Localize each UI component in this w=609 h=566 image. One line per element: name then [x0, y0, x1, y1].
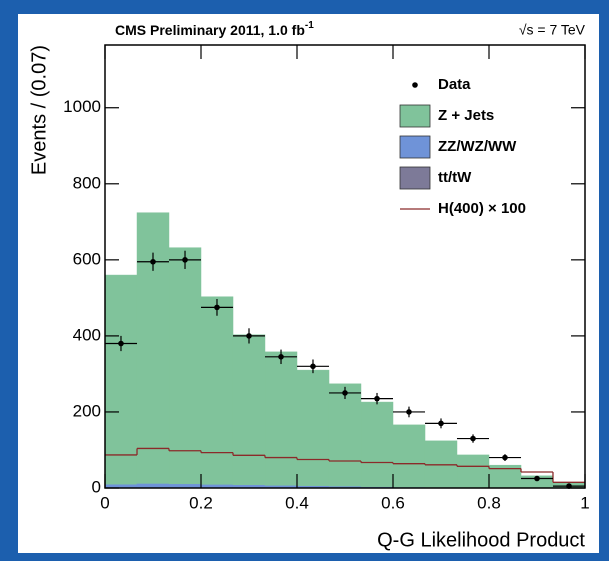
x-tick-label: 0.4 — [285, 493, 309, 512]
data-point — [246, 333, 252, 339]
legend-swatch — [400, 105, 430, 127]
y-tick-label: 400 — [73, 325, 101, 344]
legend-swatch — [400, 167, 430, 189]
title-text: CMS Preliminary 2011, 1.0 fb — [115, 22, 305, 38]
histogram-bar — [105, 275, 137, 484]
histogram-bar — [201, 484, 233, 487]
x-tick-label: 0.8 — [477, 493, 501, 512]
legend-label: Data — [438, 76, 471, 93]
data-point — [470, 436, 476, 442]
histogram-bar — [233, 485, 265, 488]
x-axis-label: Q-G Likelihood Product — [377, 529, 585, 551]
histogram-bar — [297, 370, 329, 486]
x-tick-label: 0.2 — [189, 493, 213, 512]
data-point — [502, 455, 508, 461]
legend-label: H(400) × 100 — [438, 200, 526, 217]
legend-swatch — [400, 136, 430, 158]
legend-marker — [412, 82, 418, 88]
y-tick-label: 800 — [73, 173, 101, 192]
x-tick-label: 0 — [100, 493, 109, 512]
data-point — [150, 259, 156, 265]
x-tick-label: 0.6 — [381, 493, 405, 512]
data-point — [214, 305, 220, 311]
legend-label: ZZ/WZ/WW — [438, 138, 517, 155]
title-superscript: -1 — [305, 20, 314, 31]
histogram-bar — [393, 425, 425, 487]
histogram-bar — [361, 402, 393, 487]
x-tick-label: 1 — [580, 493, 589, 512]
data-point — [374, 396, 380, 402]
data-point — [438, 421, 444, 427]
y-tick-label: 1000 — [63, 97, 101, 116]
data-point — [278, 354, 284, 360]
energy-label: √s = 7 TeV — [519, 22, 586, 38]
histogram-bar — [137, 483, 169, 487]
histogram-bar — [105, 484, 137, 487]
histogram-bar — [457, 455, 489, 488]
y-tick-label: 200 — [73, 401, 101, 420]
data-point — [342, 390, 348, 396]
histogram-bar — [265, 352, 297, 485]
data-point — [310, 364, 316, 370]
histogram-bar — [425, 441, 457, 487]
histogram-bar — [169, 248, 201, 484]
histogram-bar — [169, 484, 201, 487]
data-point — [182, 257, 188, 263]
histogram-bar — [329, 384, 361, 486]
y-axis-label: Events / (0.07) — [28, 45, 50, 175]
histogram-bar — [201, 297, 233, 485]
chart-title: CMS Preliminary 2011, 1.0 fb-1 — [115, 20, 314, 38]
histogram-bar — [233, 335, 265, 485]
data-point — [118, 341, 124, 347]
data-point — [534, 476, 540, 482]
legend-label: Z + Jets — [438, 107, 494, 124]
legend-label: tt/tW — [438, 169, 472, 186]
data-point — [406, 409, 412, 415]
y-tick-label: 600 — [73, 249, 101, 268]
